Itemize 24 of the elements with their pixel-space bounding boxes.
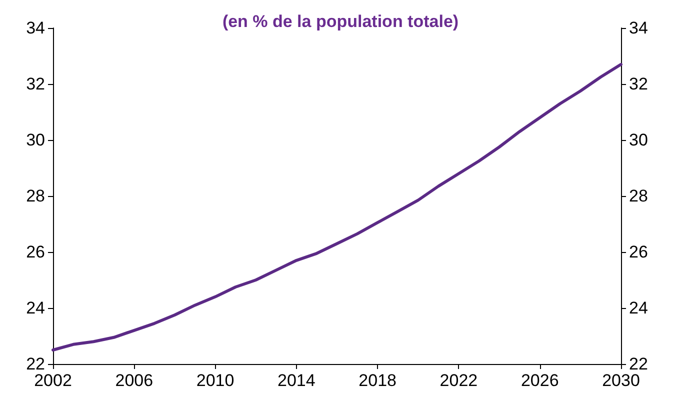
y-tick-label: 30 xyxy=(26,130,45,150)
y-tick-label: 34 xyxy=(26,18,45,38)
x-tick-label: 2010 xyxy=(196,371,234,390)
x-tick-label: 2030 xyxy=(602,371,640,390)
y-tick-label: 26 xyxy=(26,242,45,262)
x-tick-label: 2002 xyxy=(34,371,72,390)
y-tick-label: 28 xyxy=(26,186,45,206)
chart-title: (en % de la population totale) xyxy=(222,12,459,31)
x-tick-label: 2026 xyxy=(520,371,559,390)
y2-tick-label: 26 xyxy=(629,242,648,262)
y2-tick-label: 30 xyxy=(629,130,648,150)
y2-tick-label: 32 xyxy=(629,74,648,94)
x-tick-label: 2018 xyxy=(358,371,396,390)
y2-tick-label: 28 xyxy=(629,186,648,206)
y-tick-label: 22 xyxy=(26,354,45,374)
y-tick-label: 32 xyxy=(26,74,45,94)
y2-tick-label: 34 xyxy=(629,18,648,38)
y2-tick-label: 24 xyxy=(629,298,648,318)
line-series xyxy=(52,62,622,352)
y-tick-label: 24 xyxy=(26,298,45,318)
x-tick-label: 2022 xyxy=(440,371,478,390)
x-tick-label: 2014 xyxy=(278,371,316,390)
x-tick-label: 2006 xyxy=(115,371,154,390)
y2-tick-label: 22 xyxy=(629,354,648,374)
